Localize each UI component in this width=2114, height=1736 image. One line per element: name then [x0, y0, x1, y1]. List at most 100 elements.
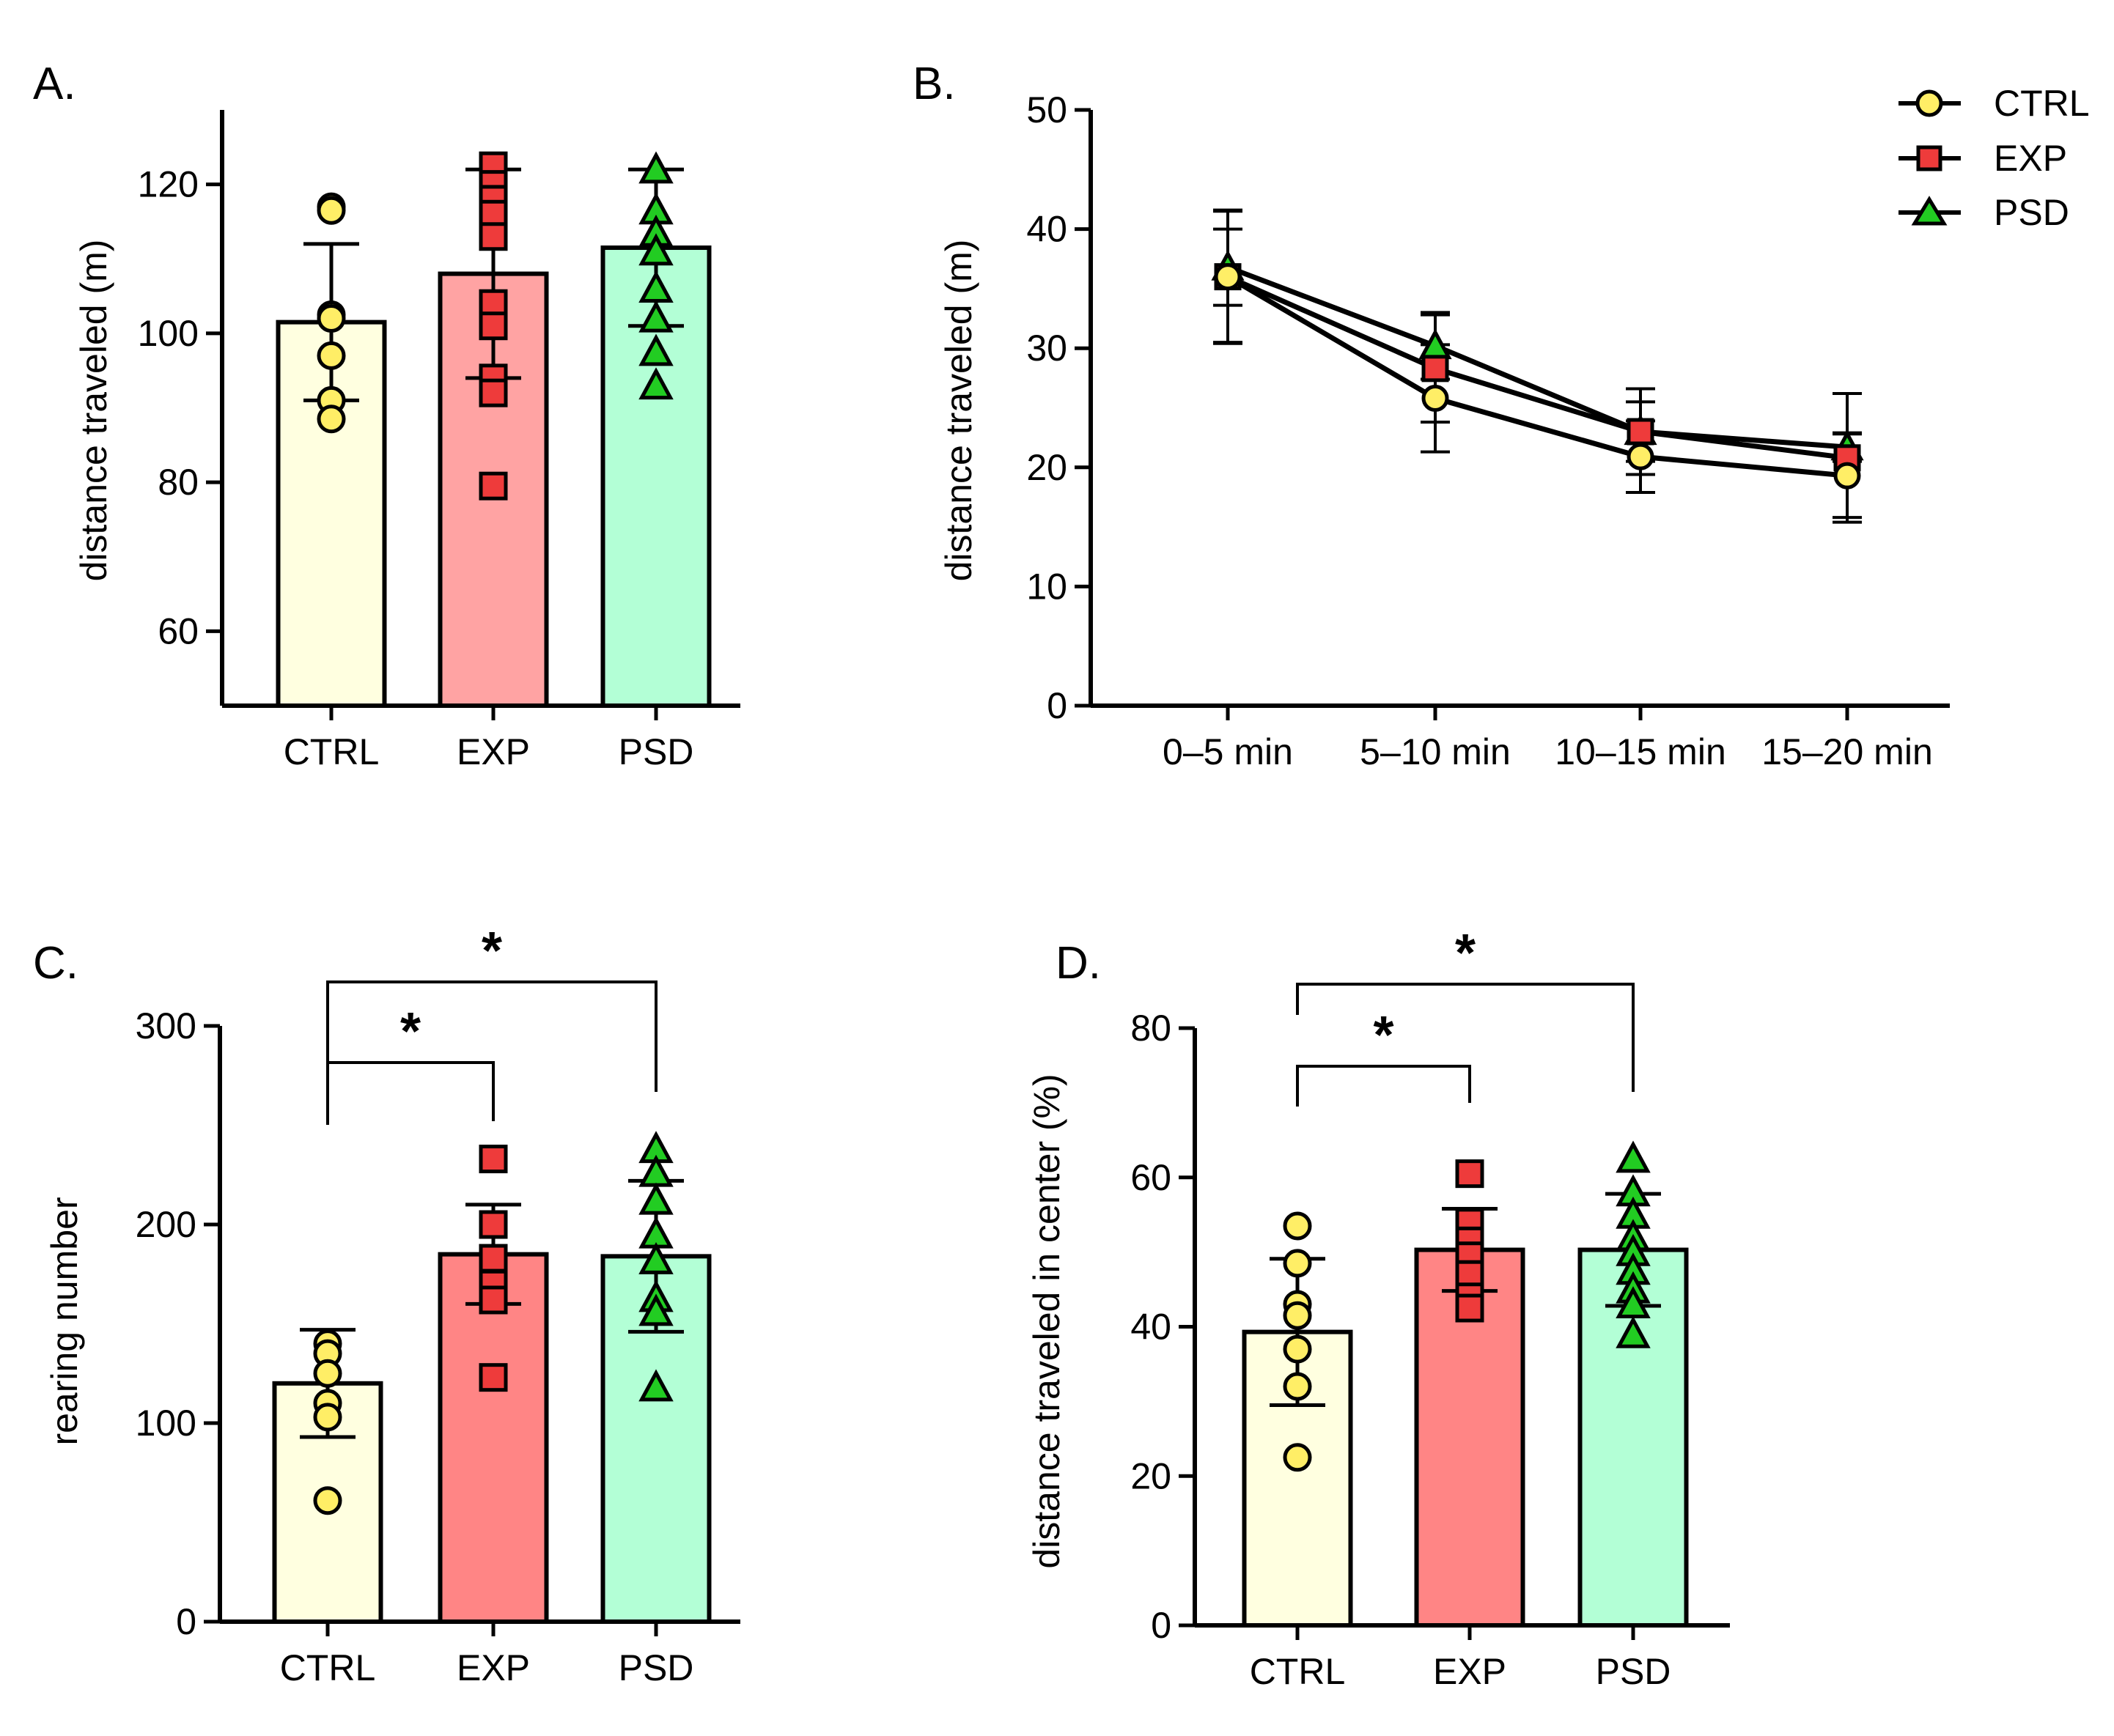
panel-a-letter: A.	[33, 59, 76, 109]
panel-a-point-ctrl	[317, 405, 346, 434]
legend-psd-marker	[1911, 196, 1948, 226]
panel-d-ytick-label: 60	[1130, 1157, 1171, 1198]
panel-a-point-psd	[638, 151, 674, 184]
panel-b-xtick-label: 5–10 min	[1360, 731, 1511, 772]
panel-b-legend: CTRL EXP PSD	[1898, 83, 2090, 233]
panel-a-ytick-label: 80	[158, 462, 199, 503]
panel-d-sig-star: *	[1373, 1006, 1393, 1065]
panel-c-sig-bracket	[326, 1061, 495, 1125]
panel-c-point-ctrl	[313, 1486, 342, 1515]
panel-c-point-psd	[638, 1182, 674, 1215]
panel-d-xtick-label: CTRL	[1250, 1651, 1346, 1692]
panel-a-point-ctrl	[317, 304, 346, 333]
panel-d-sig-star: *	[1455, 924, 1476, 983]
panel-c-xtick-label: EXP	[457, 1647, 530, 1688]
panel-b-chart: 0 10 20 30 40 50 0–5 min 5–10 min 10–15 min 15–20…	[1026, 89, 1950, 772]
legend-exp-label: EXP	[1994, 138, 2067, 179]
panel-d-point-exp	[1455, 1159, 1484, 1189]
panel-c-point-exp	[479, 1244, 508, 1273]
legend-exp-marker	[1916, 145, 1942, 171]
panel-c-sig-star: *	[400, 1002, 421, 1061]
panel-c-xtick-label: PSD	[619, 1647, 694, 1688]
panel-d-xtick-label: EXP	[1433, 1651, 1506, 1692]
panel-c-ytick-label: 0	[176, 1601, 196, 1642]
legend-psd-label: PSD	[1994, 192, 2069, 233]
panel-b-point-ctrl	[1833, 462, 1861, 490]
panel-c-letter: C.	[33, 938, 78, 989]
panel-b-ytick-label: 30	[1026, 328, 1067, 369]
panel-c-xtick-label: CTRL	[280, 1647, 376, 1688]
panel-a-ylabel: distance traveled (m)	[73, 240, 114, 582]
panel-c-ytick-label: 200	[136, 1204, 196, 1245]
panel-d-sig-bracket	[1296, 1065, 1471, 1107]
panel-d-sig-bracket	[1296, 983, 1635, 1092]
panel-d-ytick-label: 20	[1130, 1455, 1171, 1496]
panel-c-point-psd	[638, 1369, 674, 1402]
panel-a-point-exp	[479, 311, 508, 341]
panel-b-point-ctrl	[1627, 443, 1654, 470]
panel-b-ytick-label: 40	[1026, 209, 1067, 250]
panel-a-point-exp	[479, 378, 508, 407]
panel-d-point-psd	[1616, 1315, 1651, 1348]
panel-b-xtick-label: 0–5 min	[1163, 731, 1293, 772]
panel-b-point-exp	[1421, 355, 1449, 383]
panel-a-xtick-label: CTRL	[284, 731, 380, 772]
panel-b-line-ctrl	[1226, 274, 1848, 479]
panel-c-point-ctrl	[313, 1403, 342, 1432]
panel-b-point-ctrl	[1421, 384, 1449, 412]
panel-a-ytick-label: 100	[138, 313, 199, 354]
panel-c-ytick-label: 100	[136, 1403, 196, 1444]
panel-d-chart: 0 20 40 60 80 CTRL EXP PSD * *	[1130, 924, 1730, 1692]
panel-d-point-ctrl	[1283, 1334, 1312, 1364]
panel-c-point-psd	[638, 1241, 674, 1274]
panel-c-bar-exp	[438, 1252, 549, 1625]
panel-b-ytick-label: 10	[1026, 566, 1067, 607]
panel-a-point-psd	[638, 367, 674, 400]
panel-d-letter: D.	[1056, 938, 1101, 989]
panel-a-ytick-label: 60	[158, 610, 199, 651]
panel-b-point-exp	[1627, 418, 1654, 446]
panel-c-sig-star: *	[482, 922, 502, 980]
panel-b-xtick-label: 15–20 min	[1761, 731, 1933, 772]
panel-a-ytick-label: 120	[138, 164, 199, 205]
panel-c-ylabel: rearing number	[44, 1197, 85, 1445]
legend-exp: EXP	[1898, 138, 2067, 179]
panel-a-point-exp	[479, 222, 508, 251]
panel-c-sig-bracket	[326, 980, 658, 1125]
panel-b-ytick-label: 50	[1026, 89, 1067, 130]
panel-d-ytick-label: 80	[1130, 1008, 1171, 1049]
panel-d-bar-ctrl	[1242, 1329, 1353, 1628]
panel-a-xtick-label: PSD	[619, 731, 694, 772]
panel-b-ytick-label: 0	[1047, 685, 1067, 726]
legend-psd: PSD	[1898, 192, 2069, 233]
panel-a-point-psd	[638, 300, 674, 333]
panel-b-xtick-label: 10–15 min	[1555, 731, 1726, 772]
panel-c-ytick-label: 300	[136, 1005, 196, 1046]
panel-a-chart: 60 80 100 120 CTRL EXP PSD	[138, 110, 740, 772]
legend-ctrl-label: CTRL	[1994, 83, 2090, 124]
panel-d-point-psd	[1616, 1140, 1651, 1173]
panel-d-point-ctrl	[1283, 1301, 1312, 1330]
panel-d-xtick-label: PSD	[1596, 1651, 1671, 1692]
panel-b-letter: B.	[913, 59, 956, 109]
panel-c-point-exp	[479, 1145, 508, 1174]
panel-b-ylabel: distance traveled (m)	[938, 240, 979, 582]
panel-b-line-psd	[1226, 265, 1848, 450]
panel-a-point-psd	[638, 333, 674, 366]
panel-c-chart: 0 100 200 300 CTRL EXP PSD * *	[136, 922, 740, 1688]
panel-a-xtick-label: EXP	[457, 731, 530, 772]
panel-a-point-ctrl	[317, 196, 346, 225]
panel-b-ytick-label: 20	[1026, 447, 1067, 488]
panel-d-point-ctrl	[1283, 1249, 1312, 1278]
panel-d-point-ctrl	[1283, 1372, 1312, 1401]
panel-a-point-psd	[638, 233, 674, 266]
panel-d-ylabel: distance traveled in center (%)	[1026, 1074, 1067, 1568]
legend-ctrl-marker	[1915, 89, 1943, 117]
panel-c-point-exp	[479, 1363, 508, 1392]
legend-ctrl: CTRL	[1898, 83, 2090, 124]
panel-d-ytick-label: 40	[1130, 1307, 1171, 1348]
panel-a-point-exp	[479, 471, 508, 501]
panel-a-point-ctrl	[317, 341, 346, 370]
panel-b-line-exp	[1226, 274, 1848, 461]
panel-b-point-ctrl	[1214, 263, 1242, 291]
